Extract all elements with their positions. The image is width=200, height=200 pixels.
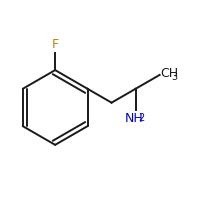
Text: CH: CH: [161, 67, 179, 80]
Text: NH: NH: [125, 112, 143, 125]
Text: 3: 3: [171, 72, 178, 82]
Text: F: F: [52, 38, 59, 51]
Text: 2: 2: [138, 113, 145, 123]
